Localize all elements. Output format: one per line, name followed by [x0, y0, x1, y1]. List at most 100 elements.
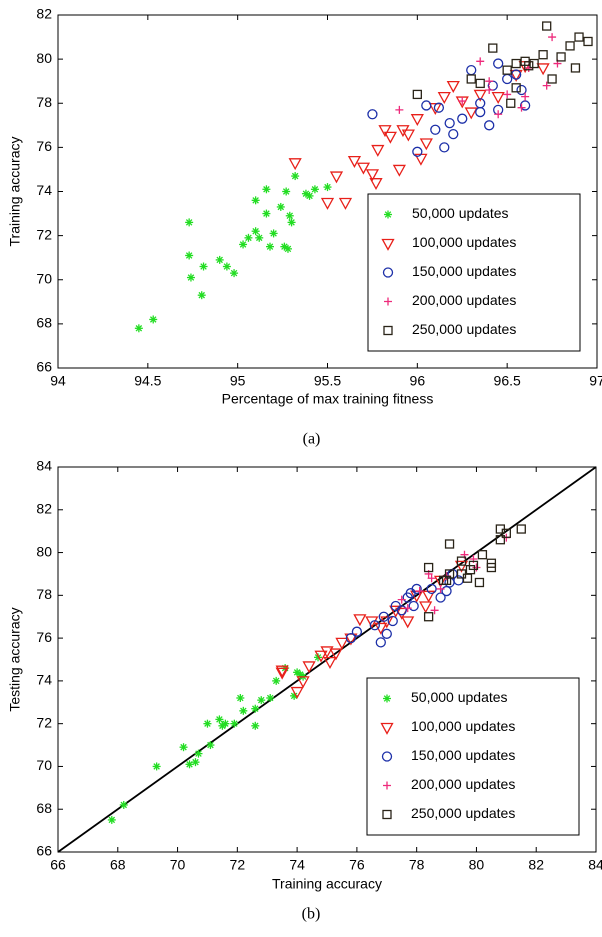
plus-shape — [472, 563, 481, 572]
circle-shape — [516, 84, 527, 96]
square-shape — [456, 556, 467, 566]
triangle-point — [383, 131, 397, 144]
triangle-point — [353, 614, 367, 627]
circle-shape — [345, 632, 357, 644]
circle-point — [408, 600, 419, 612]
asterisk-point — [239, 240, 248, 249]
legend-box — [366, 677, 580, 836]
asterisk-point — [215, 715, 224, 724]
asterisk-stroke — [277, 203, 285, 211]
square-point — [477, 550, 488, 560]
triangle-point — [455, 96, 469, 109]
circle-point — [351, 626, 363, 637]
triangle-shape — [491, 91, 505, 104]
triangle-shape — [446, 80, 460, 93]
asterisk-point — [107, 815, 116, 824]
square-point — [502, 65, 512, 75]
square-shape — [423, 562, 434, 573]
circle-point — [369, 620, 380, 631]
triangle-shape — [275, 665, 289, 678]
circle-point — [444, 117, 455, 129]
circle-shape — [502, 73, 513, 85]
y-tick-label: 74 — [36, 672, 52, 688]
asterisk-point — [283, 244, 292, 253]
triangle-shape — [329, 648, 343, 661]
x-tick-label: 84 — [588, 857, 602, 873]
asterisk-point — [266, 242, 275, 251]
circle-shape — [430, 124, 441, 135]
triangle-shape — [437, 91, 451, 104]
circle-point — [439, 142, 450, 153]
asterisk-stroke — [153, 763, 160, 770]
asterisk-point — [257, 696, 266, 705]
square-shape — [477, 550, 488, 560]
plus-shape — [485, 77, 494, 86]
circle-shape — [387, 615, 398, 627]
legend-label: 100,000 updates — [411, 718, 515, 734]
plus-point — [494, 110, 503, 119]
plus-shape — [476, 57, 485, 66]
asterisk-point — [197, 291, 206, 300]
triangle-shape — [374, 622, 388, 635]
square-point — [423, 562, 434, 573]
asterisk-point — [222, 262, 231, 271]
square-shape — [466, 74, 476, 84]
square-shape — [511, 83, 521, 93]
asterisk-stroke — [223, 263, 231, 270]
circle-point — [412, 146, 423, 157]
asterisk-stroke — [135, 325, 143, 332]
triangle-point — [365, 616, 379, 629]
asterisk-stroke — [272, 677, 280, 685]
asterisk-point — [272, 676, 281, 685]
y-tick-label: 78 — [36, 586, 52, 602]
triangle-shape — [369, 178, 383, 191]
circle-shape — [426, 583, 437, 595]
square-shape — [502, 65, 512, 75]
triangle-point — [338, 197, 353, 210]
square-point — [511, 83, 521, 93]
asterisk-point — [276, 202, 285, 211]
asterisk-stroke — [257, 696, 265, 704]
asterisk-point — [206, 741, 215, 750]
legend-label: 150,000 updates — [412, 263, 516, 279]
plus-point — [485, 77, 494, 86]
asterisk-stroke — [216, 716, 223, 723]
y-tick-label: 80 — [36, 50, 52, 66]
triangle-shape — [371, 144, 385, 157]
triangle-point — [428, 103, 442, 116]
square-point — [488, 43, 498, 53]
asterisk-stroke — [263, 186, 270, 193]
x-tick-label: 95.5 — [314, 373, 341, 389]
square-shape — [506, 98, 516, 108]
triangle-shape — [454, 560, 469, 573]
circle-point — [516, 84, 527, 96]
triangle-point — [374, 622, 388, 635]
circle-shape — [435, 592, 446, 603]
asterisk-point — [282, 187, 291, 196]
y-tick-label: 80 — [36, 543, 52, 559]
asterisk-stroke — [198, 291, 205, 299]
y-tick-label: 66 — [36, 843, 52, 859]
asterisk-point — [185, 760, 194, 769]
square-shape — [516, 524, 526, 534]
triangle-point — [437, 91, 451, 104]
y-tick-label: 70 — [36, 757, 52, 773]
asterisk-point — [149, 315, 158, 324]
triangle-point — [365, 169, 380, 182]
triangle-point — [454, 560, 469, 573]
triangle-shape — [290, 686, 304, 699]
circle-point — [405, 588, 416, 599]
triangle-point — [329, 171, 344, 184]
asterisk-stroke — [240, 707, 247, 715]
triangle-point — [392, 164, 406, 177]
asterisk-stroke — [239, 241, 247, 248]
square-shape — [583, 36, 593, 47]
circle-point — [378, 611, 389, 622]
square-shape — [423, 612, 434, 622]
square-point — [441, 575, 452, 586]
asterisk-point — [186, 273, 195, 282]
square-shape — [468, 560, 479, 571]
square-point — [486, 562, 497, 573]
plus-point — [430, 606, 439, 615]
circle-shape — [351, 626, 363, 637]
